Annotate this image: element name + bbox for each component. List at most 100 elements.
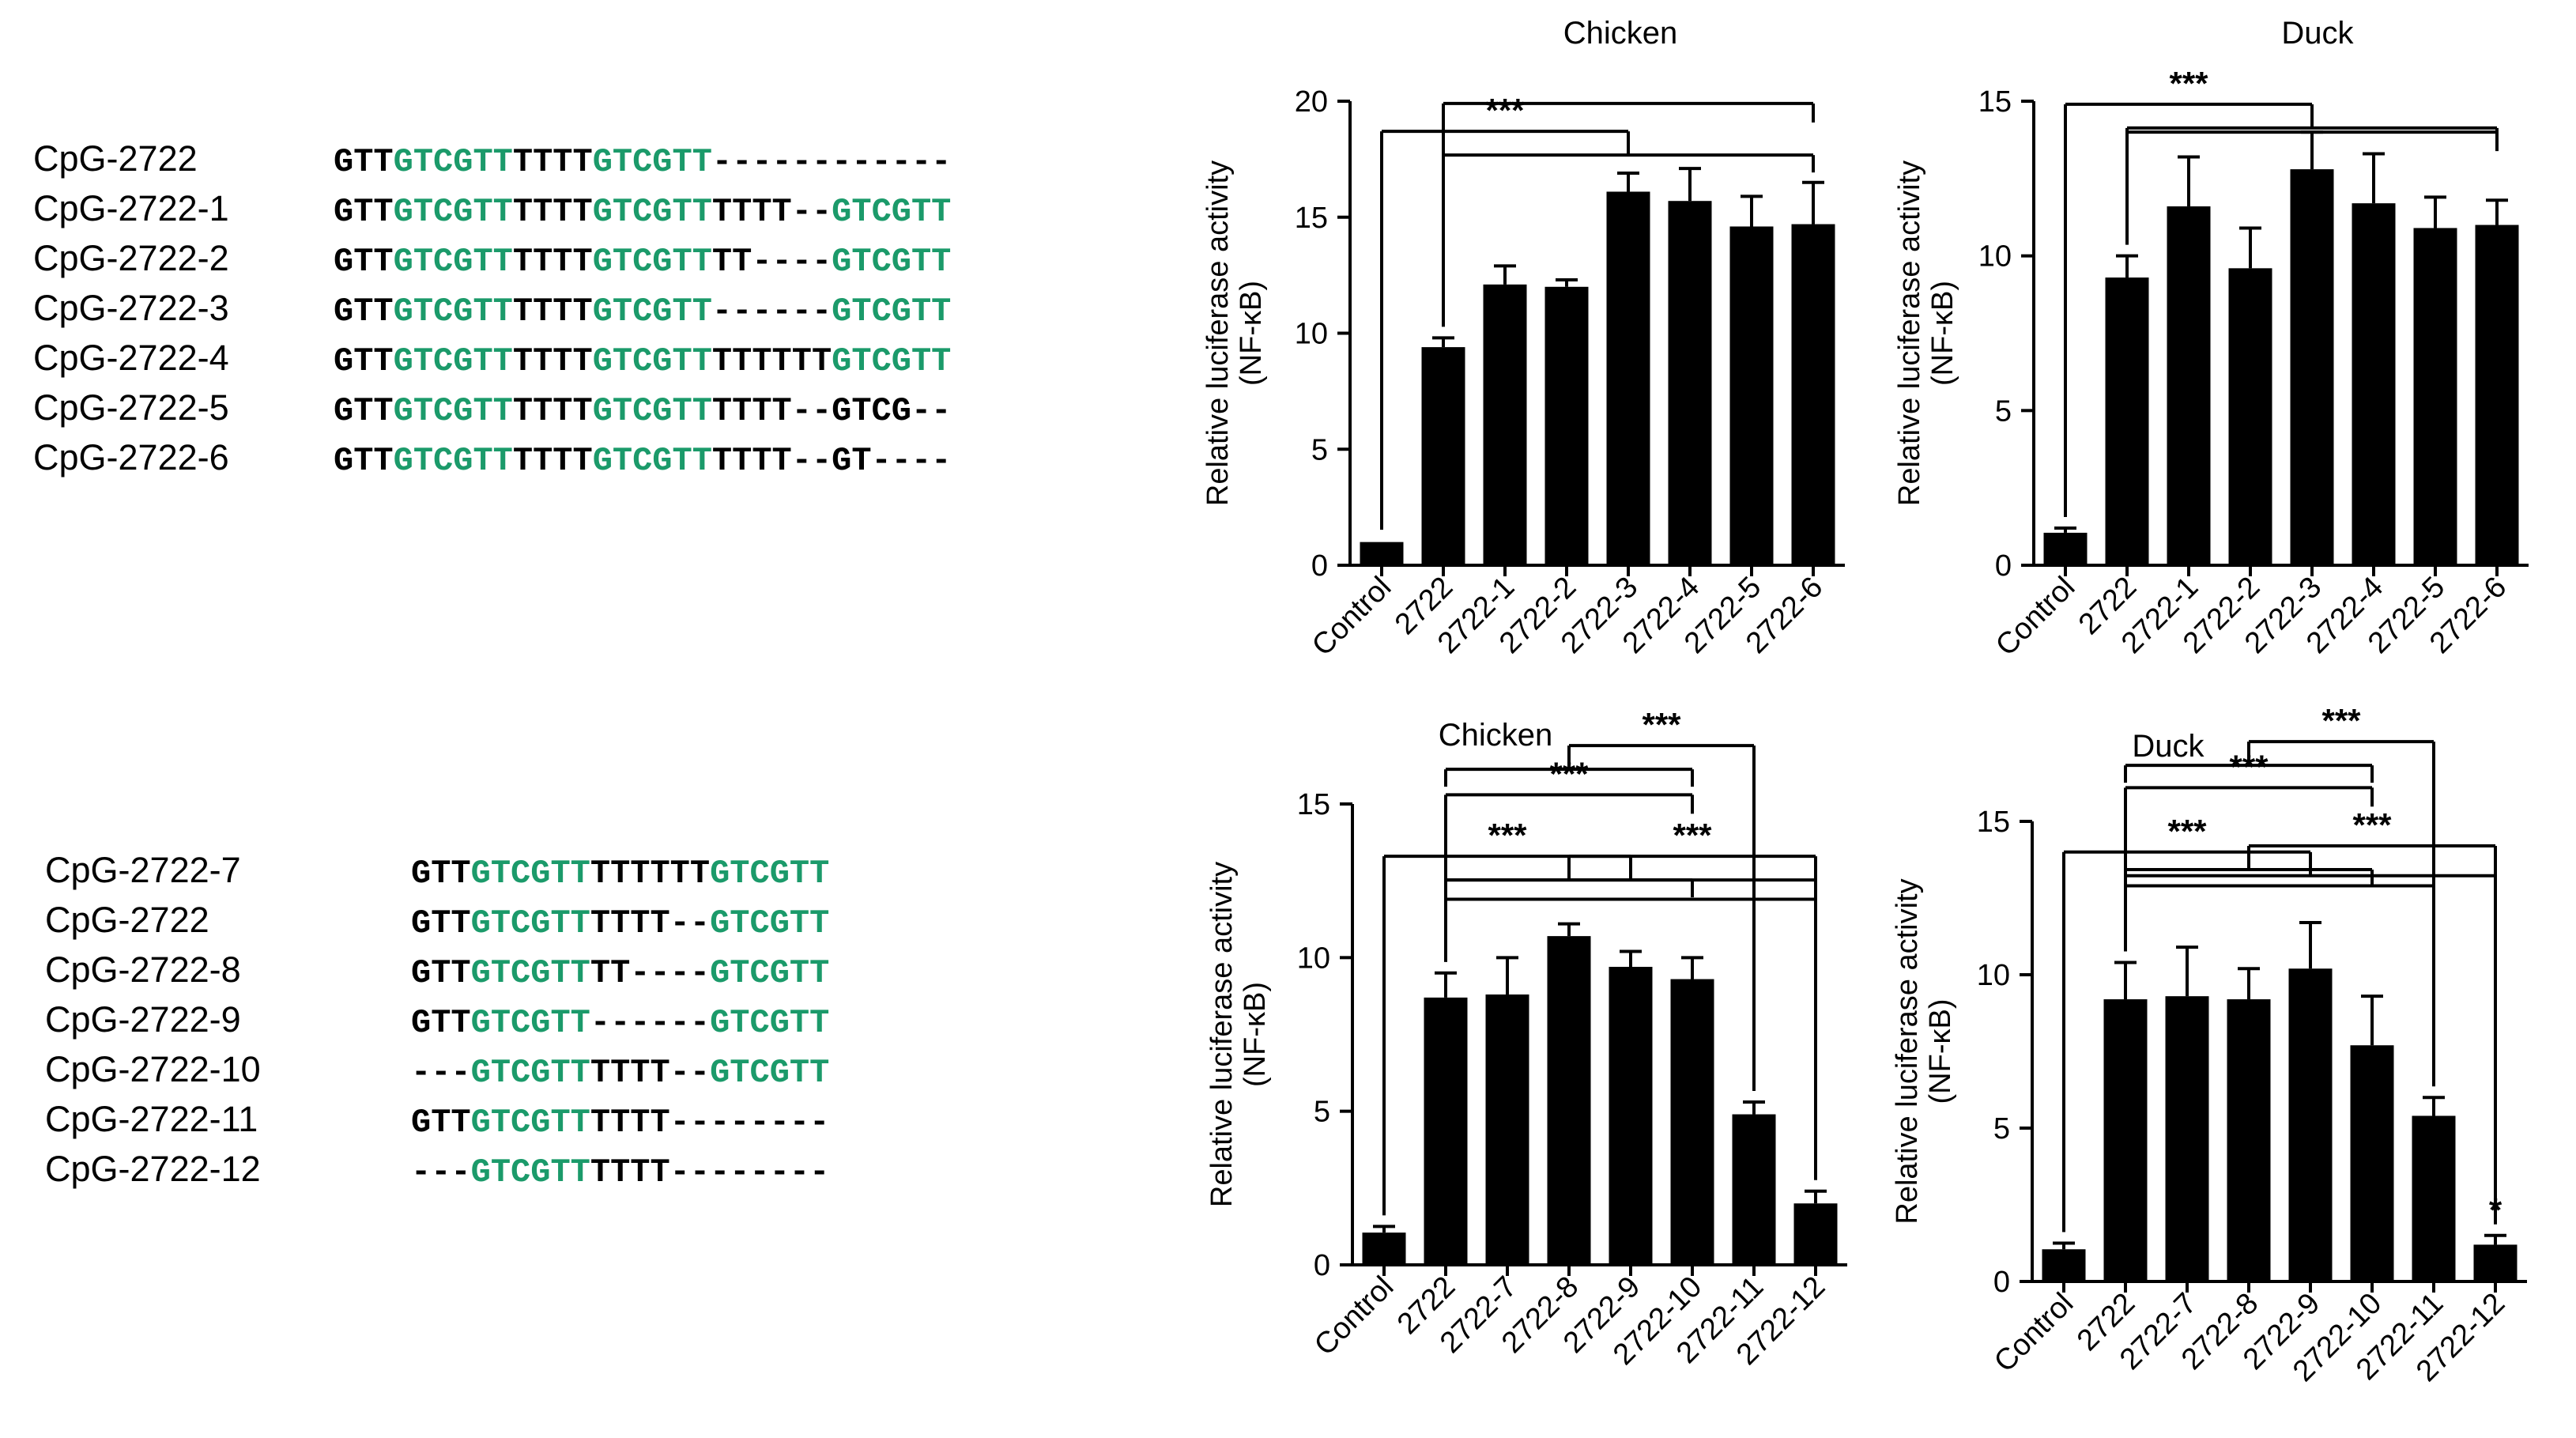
x-tick-label: Control — [1306, 571, 1397, 662]
y-tick-label: 10 — [1295, 318, 1328, 351]
cpg-motif-segment: GTCGTT — [471, 855, 590, 893]
cpg-motif-segment: GTCGTT — [471, 1054, 590, 1092]
sequence-segment: TT---- — [712, 243, 832, 281]
cpg-motif-segment: GTCGTT — [710, 954, 829, 992]
bar — [2288, 968, 2333, 1281]
bar — [1732, 1114, 1776, 1265]
cpg-motif-segment: GTCGTT — [832, 342, 951, 380]
cpg-motif-segment: GTCGTT — [394, 342, 513, 380]
sequence-text: GTTGTCGTT------GTCGTT — [411, 1004, 829, 1042]
bar — [1424, 997, 1468, 1265]
sequence-segment: ------ — [712, 293, 832, 330]
bar — [2350, 1045, 2394, 1281]
y-tick-label: 5 — [1993, 1112, 2010, 1145]
sequence-name: CpG-2722-10 — [45, 1049, 261, 1089]
cpg-motif-segment: GTCGTT — [394, 243, 513, 281]
sequence-segment: TTTT-------- — [590, 1104, 829, 1142]
sequence-name: CpG-2722-2 — [33, 238, 229, 278]
sequence-name: CpG-2722-6 — [33, 437, 229, 477]
sequence-segment: TTTT — [513, 442, 593, 480]
sequence-segment: GTT — [334, 193, 394, 231]
chart-title: Chicken — [1563, 16, 1678, 51]
sequence-segment: TTTT-- — [590, 1054, 710, 1092]
sequence-name: CpG-2722 — [33, 138, 198, 179]
significance-label: *** — [2169, 65, 2208, 102]
sequence-segment: TTTT-- — [712, 193, 832, 231]
sequence-segment: TTTT — [513, 392, 593, 430]
sequence-segment: GTT — [334, 342, 394, 380]
bar — [1544, 286, 1589, 565]
sequence-name: CpG-2722-11 — [45, 1099, 258, 1139]
sequence-segment: GTT — [334, 442, 394, 480]
sequence-name: CpG-2722-8 — [45, 949, 241, 990]
bar — [1609, 966, 1653, 1265]
y-tick-label: 15 — [1295, 202, 1328, 235]
y-axis-label: Relative luciferase activity — [1201, 160, 1235, 506]
sequence-alignment-top: CpG-2722 GTTGTCGTTTTTTGTCGTT------------C… — [33, 138, 951, 480]
cpg-motif-segment: GTCGTT — [593, 293, 712, 330]
sequence-name: CpG-2722-12 — [45, 1149, 261, 1189]
chart-title: Duck — [2132, 729, 2204, 764]
bar — [2103, 999, 2148, 1281]
sequence-name: CpG-2722 — [45, 900, 209, 940]
bar — [2043, 532, 2088, 565]
sequence-segment: TTTT-------- — [590, 1153, 829, 1191]
cpg-motif-segment: GTCGTT — [471, 1004, 590, 1042]
sequence-segment: GTT — [411, 904, 471, 942]
sequence-text: GTTGTCGTTTTTT--GTCGTT — [411, 904, 829, 942]
sequence-text: GTTGTCGTTTTTTTTGTCGTT — [411, 855, 829, 893]
bar — [1483, 284, 1527, 565]
sequence-text: GTTGTCGTTTTTT-------- — [411, 1104, 829, 1142]
y-tick-label: 5 — [1314, 1096, 1330, 1129]
bar — [2473, 1244, 2518, 1281]
sequence-segment: TTTT--GT---- — [712, 442, 951, 480]
sequence-segment: TTTTTT — [590, 855, 710, 893]
y-axis-unit: (NF-κB) — [1926, 281, 1959, 386]
bar — [1362, 1232, 1406, 1265]
y-tick-label: 0 — [1311, 549, 1328, 583]
cpg-motif-segment: GTCGTT — [710, 1004, 829, 1042]
cpg-motif-segment: GTCGTT — [471, 1104, 590, 1142]
cpg-motif-segment: GTCGTT — [832, 293, 951, 330]
chart-title: Duck — [2281, 16, 2354, 51]
sequence-segment: TTTTTT — [712, 342, 832, 380]
bar — [1670, 979, 1714, 1265]
chart-title: Chicken — [1439, 718, 1553, 753]
significance-label: *** — [1642, 706, 1681, 743]
cpg-motif-segment: GTCGTT — [394, 392, 513, 430]
x-tick-label: Control — [1308, 1270, 1400, 1362]
sequence-segment: GTT — [411, 855, 471, 893]
bar — [1791, 224, 1835, 565]
bar — [1606, 191, 1650, 565]
cpg-motif-segment: GTCGTT — [394, 442, 513, 480]
sequence-name: CpG-2722-5 — [33, 387, 229, 428]
chart-chicken-bottom: Chicken Relative luciferase activity (NF-κ… — [1205, 706, 1847, 1372]
bar — [2412, 1115, 2456, 1281]
sequence-text: GTTGTCGTTTTTTGTCGTT------------ — [334, 143, 951, 181]
y-tick-label: 15 — [1297, 788, 1330, 821]
sequence-text: GTTGTCGTTTTTTGTCGTTTTTTTTGTCGTT — [334, 342, 951, 380]
cpg-motif-segment: GTCGTT — [593, 243, 712, 281]
sequence-segment: TTTT — [513, 342, 593, 380]
y-axis-label: Relative luciferase activity — [1205, 862, 1239, 1207]
sequence-segment: --- — [411, 1153, 471, 1191]
sequence-segment: GTT — [334, 243, 394, 281]
chart-duck-top: Duck Relative luciferase activity (NF-κB) 0… — [1893, 16, 2529, 662]
sequence-name: CpG-2722-4 — [33, 338, 229, 378]
bar — [1547, 936, 1591, 1265]
sequence-name: CpG-2722-7 — [45, 850, 241, 890]
bar — [2167, 206, 2211, 565]
sequence-segment: TTTT — [513, 243, 593, 281]
bar — [2042, 1249, 2086, 1281]
sequence-text: GTTGTCGTTTT----GTCGTT — [411, 954, 829, 992]
bar — [1668, 201, 1712, 565]
sequence-segment: ------------ — [712, 143, 951, 181]
cpg-motif-segment: GTCGTT — [471, 1153, 590, 1191]
cpg-motif-segment: GTCGTT — [593, 143, 712, 181]
sequence-segment: --- — [411, 1054, 471, 1092]
bar — [2165, 996, 2209, 1281]
y-tick-label: 15 — [1978, 85, 2012, 119]
y-axis-label: Relative luciferase activity — [1893, 160, 1926, 506]
sequence-name: CpG-2722-9 — [45, 999, 241, 1040]
bar — [2105, 277, 2149, 565]
